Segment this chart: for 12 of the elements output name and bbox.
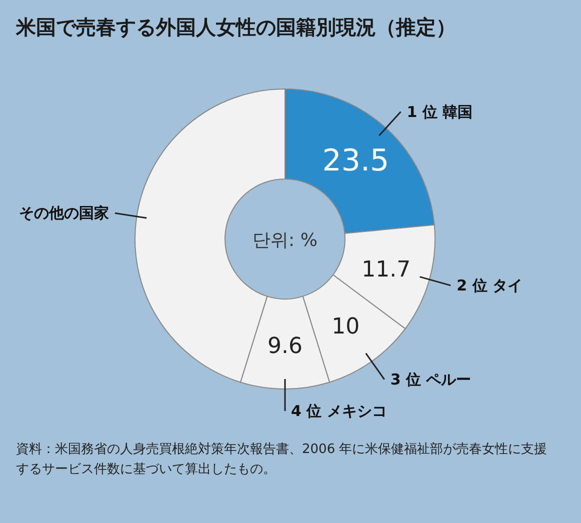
slice-label: 2 位 タイ — [456, 276, 523, 294]
data-label: 11.7 — [362, 257, 411, 282]
slice-label: 4 位 メキシコ — [291, 402, 387, 420]
slice-label: 3 位 ペルー — [390, 370, 472, 388]
text: 資料：米国務省の人身売買根絶対策年次報告書、2006 年に米保健福祉部が売春女性に支援するサービス件数に基づいて算出したもの。 — [16, 441, 548, 479]
slice-label: 1 位 韓国 — [406, 102, 473, 121]
slice-label: その他の国家 — [18, 204, 109, 222]
data-label: 23.5 — [322, 143, 390, 178]
text: 단위: % — [252, 230, 318, 251]
chart-title: 米国で売春する外国人女性の国籍別現況（推定） — [14, 14, 457, 41]
data-label: 9.6 — [268, 334, 302, 359]
data-label: 10 — [332, 314, 360, 340]
